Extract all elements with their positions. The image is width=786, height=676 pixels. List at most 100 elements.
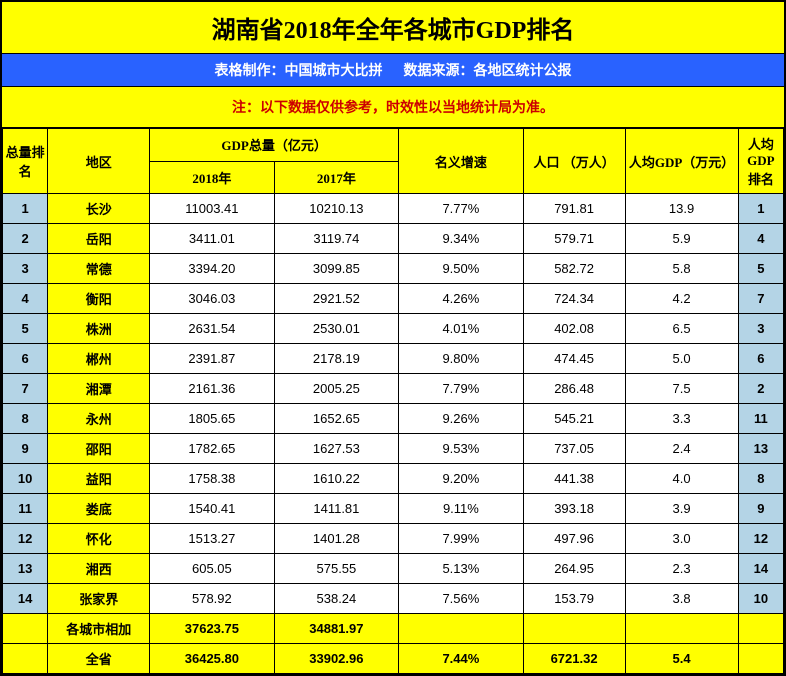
cell-sum-label: 各城市相加 — [48, 614, 150, 644]
cell-region: 永州 — [48, 404, 150, 434]
cell-empty — [3, 614, 48, 644]
cell-gdp2017: 3099.85 — [274, 254, 399, 284]
cell-gdp2017: 1411.81 — [274, 494, 399, 524]
note: 注：以下数据仅供参考，时效性以当地统计局为准。 — [2, 87, 784, 128]
cell-region: 益阳 — [48, 464, 150, 494]
cell-gdp2017: 2921.52 — [274, 284, 399, 314]
cell-rank: 8 — [3, 404, 48, 434]
cell-pop: 545.21 — [523, 404, 625, 434]
cell-growth: 9.53% — [399, 434, 524, 464]
cell-empty — [3, 644, 48, 674]
cell-rank: 5 — [3, 314, 48, 344]
cell-gdp2017: 2005.25 — [274, 374, 399, 404]
cell-rank: 3 — [3, 254, 48, 284]
cell-pop: 153.79 — [523, 584, 625, 614]
cell-pop: 791.81 — [523, 194, 625, 224]
cell-pc: 4.2 — [625, 284, 738, 314]
cell-pc: 13.9 — [625, 194, 738, 224]
cell-rank: 6 — [3, 344, 48, 374]
cell-growth: 4.26% — [399, 284, 524, 314]
cell-pc: 5.0 — [625, 344, 738, 374]
cell-rank: 2 — [3, 224, 48, 254]
cell-pc: 3.9 — [625, 494, 738, 524]
cell-pcrank: 5 — [738, 254, 783, 284]
cell-pop: 724.34 — [523, 284, 625, 314]
cell-growth: 9.26% — [399, 404, 524, 434]
cell-gdp2017: 2530.01 — [274, 314, 399, 344]
cell-rank: 13 — [3, 554, 48, 584]
cell-pc: 4.0 — [625, 464, 738, 494]
cell-rank: 1 — [3, 194, 48, 224]
table-row: 9邵阳1782.651627.539.53%737.052.413 — [3, 434, 784, 464]
cell-pcrank: 6 — [738, 344, 783, 374]
table-container: 湖南省2018年全年各城市GDP排名 表格制作：中国城市大比拼 数据来源：各地区… — [0, 0, 786, 676]
cell-gdp2017: 1652.65 — [274, 404, 399, 434]
cell-region: 衡阳 — [48, 284, 150, 314]
cell-pop: 402.08 — [523, 314, 625, 344]
cell-pc: 7.5 — [625, 374, 738, 404]
cell-rank: 14 — [3, 584, 48, 614]
cell-prov-2017: 33902.96 — [274, 644, 399, 674]
cell-pcrank: 8 — [738, 464, 783, 494]
cell-pcrank: 3 — [738, 314, 783, 344]
cell-pop: 441.38 — [523, 464, 625, 494]
cell-pop: 737.05 — [523, 434, 625, 464]
cell-growth: 9.34% — [399, 224, 524, 254]
hdr-2018: 2018年 — [150, 161, 275, 194]
cell-growth: 7.79% — [399, 374, 524, 404]
cell-pc: 5.8 — [625, 254, 738, 284]
cell-pcrank: 4 — [738, 224, 783, 254]
cell-growth: 7.56% — [399, 584, 524, 614]
table-row: 11娄底1540.411411.819.11%393.183.99 — [3, 494, 784, 524]
cell-pop: 264.95 — [523, 554, 625, 584]
cell-region: 郴州 — [48, 344, 150, 374]
cell-region: 邵阳 — [48, 434, 150, 464]
cell-pop: 474.45 — [523, 344, 625, 374]
cell-region: 张家界 — [48, 584, 150, 614]
cell-pc: 2.4 — [625, 434, 738, 464]
cell-gdp2018: 1513.27 — [150, 524, 275, 554]
cell-gdp2018: 3411.01 — [150, 224, 275, 254]
cell-gdp2018: 1782.65 — [150, 434, 275, 464]
cell-growth: 4.01% — [399, 314, 524, 344]
cell-rank: 4 — [3, 284, 48, 314]
cell-rank: 12 — [3, 524, 48, 554]
hdr-pop: 人口 （万人） — [523, 129, 625, 194]
hdr-growth: 名义增速 — [399, 129, 524, 194]
cell-gdp2018: 1758.38 — [150, 464, 275, 494]
cell-gdp2017: 575.55 — [274, 554, 399, 584]
main-title: 湖南省2018年全年各城市GDP排名 — [2, 2, 784, 54]
hdr-gdp-total: GDP总量（亿元） — [150, 129, 399, 162]
cell-gdp2018: 2161.36 — [150, 374, 275, 404]
cell-pc: 3.3 — [625, 404, 738, 434]
cell-pcrank: 13 — [738, 434, 783, 464]
cell-pcrank: 14 — [738, 554, 783, 584]
table-row: 12怀化1513.271401.287.99%497.963.012 — [3, 524, 784, 554]
cell-pop: 497.96 — [523, 524, 625, 554]
cell-growth: 9.11% — [399, 494, 524, 524]
cell-region: 娄底 — [48, 494, 150, 524]
hdr-pc: 人均GDP（万元） — [625, 129, 738, 194]
hdr-rank: 总量排名 — [3, 129, 48, 194]
province-row: 全省36425.8033902.967.44%6721.325.4 — [3, 644, 784, 674]
table-body: 1长沙11003.4110210.137.77%791.8113.912岳阳34… — [3, 194, 784, 674]
hdr-pcrank: 人均GDP排名 — [738, 129, 783, 194]
sum-row: 各城市相加37623.7534881.97 — [3, 614, 784, 644]
cell-gdp2017: 1627.53 — [274, 434, 399, 464]
cell-growth: 9.80% — [399, 344, 524, 374]
table-row: 14张家界578.92538.247.56%153.793.810 — [3, 584, 784, 614]
cell-gdp2018: 1805.65 — [150, 404, 275, 434]
table-head: 总量排名 地区 GDP总量（亿元） 名义增速 人口 （万人） 人均GDP（万元）… — [3, 129, 784, 194]
cell-pop: 286.48 — [523, 374, 625, 404]
cell-growth: 5.13% — [399, 554, 524, 584]
cell-pcrank: 12 — [738, 524, 783, 554]
cell-pcrank: 10 — [738, 584, 783, 614]
cell-pcrank: 9 — [738, 494, 783, 524]
table-row: 6郴州2391.872178.199.80%474.455.06 — [3, 344, 784, 374]
cell-pcrank: 1 — [738, 194, 783, 224]
cell-gdp2018: 3046.03 — [150, 284, 275, 314]
table-row: 8永州1805.651652.659.26%545.213.311 — [3, 404, 784, 434]
cell-sum-2017: 34881.97 — [274, 614, 399, 644]
cell-pop: 393.18 — [523, 494, 625, 524]
cell-growth: 7.99% — [399, 524, 524, 554]
